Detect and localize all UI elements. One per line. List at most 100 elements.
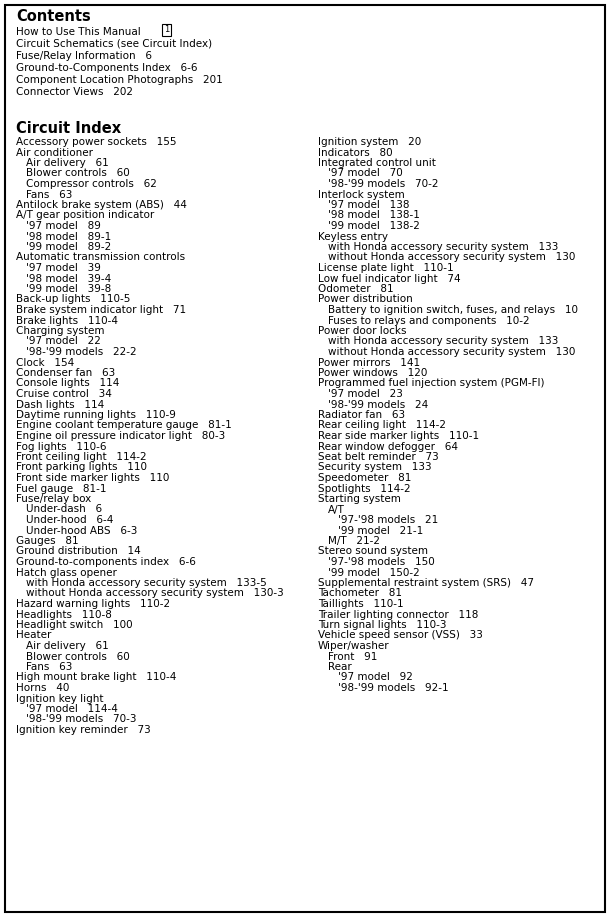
Text: Engine oil pressure indicator light   80-3: Engine oil pressure indicator light 80-3 (16, 431, 225, 441)
Text: Security system   133: Security system 133 (318, 462, 432, 472)
Text: Fans   63: Fans 63 (26, 662, 73, 672)
Text: '97 model   114-4: '97 model 114-4 (26, 704, 118, 714)
Text: Ground-to-Components Index   6-6: Ground-to-Components Index 6-6 (16, 63, 198, 73)
Text: Rear window defogger   64: Rear window defogger 64 (318, 441, 458, 451)
Text: '98-'99 models   22-2: '98-'99 models 22-2 (26, 347, 137, 357)
Text: Front ceiling light   114-2: Front ceiling light 114-2 (16, 452, 146, 462)
Text: Heater: Heater (16, 631, 51, 640)
Text: '98 model   89-1: '98 model 89-1 (26, 231, 111, 241)
Text: Hazard warning lights   110-2: Hazard warning lights 110-2 (16, 599, 170, 609)
Text: '97 model   70: '97 model 70 (328, 169, 403, 179)
Text: Dash lights   114: Dash lights 114 (16, 400, 104, 410)
Text: Power windows   120: Power windows 120 (318, 368, 428, 378)
Text: 1: 1 (164, 26, 169, 35)
Text: Horns   40: Horns 40 (16, 683, 70, 693)
Text: Fuse/relay box: Fuse/relay box (16, 494, 92, 504)
Text: M/T   21-2: M/T 21-2 (328, 536, 380, 546)
Text: '97 model   39: '97 model 39 (26, 263, 101, 273)
Text: Front parking lights   110: Front parking lights 110 (16, 462, 147, 472)
Text: Headlight switch   100: Headlight switch 100 (16, 620, 132, 630)
Text: A/T gear position indicator: A/T gear position indicator (16, 211, 154, 220)
Text: Under-hood   6-4: Under-hood 6-4 (26, 515, 113, 525)
Text: Fog lights   110-6: Fog lights 110-6 (16, 441, 107, 451)
Text: Stereo sound system: Stereo sound system (318, 547, 428, 557)
Text: Front side marker lights   110: Front side marker lights 110 (16, 473, 170, 483)
Text: '97-'98 models   21: '97-'98 models 21 (338, 515, 438, 525)
Text: '99 model   21-1: '99 model 21-1 (338, 525, 423, 536)
Text: Gauges   81: Gauges 81 (16, 536, 79, 546)
Text: Low fuel indicator light   74: Low fuel indicator light 74 (318, 273, 461, 283)
Text: '97 model   92: '97 model 92 (338, 672, 413, 682)
Text: with Honda accessory security system   133: with Honda accessory security system 133 (328, 242, 558, 252)
Text: Seat belt reminder   73: Seat belt reminder 73 (318, 452, 439, 462)
Text: '97 model   22: '97 model 22 (26, 337, 101, 347)
Text: Air conditioner: Air conditioner (16, 148, 93, 158)
Text: Programmed fuel injection system (PGM-FI): Programmed fuel injection system (PGM-FI… (318, 379, 545, 389)
Text: Back-up lights   110-5: Back-up lights 110-5 (16, 294, 131, 304)
Text: Headlights   110-8: Headlights 110-8 (16, 610, 112, 620)
Text: A/T: A/T (328, 504, 345, 514)
Text: Blower controls   60: Blower controls 60 (26, 651, 130, 661)
Text: '98-'99 models   92-1: '98-'99 models 92-1 (338, 683, 448, 693)
Text: Spotlights   114-2: Spotlights 114-2 (318, 483, 411, 493)
Text: Power door locks: Power door locks (318, 326, 406, 336)
Text: '98-'99 models   70-3: '98-'99 models 70-3 (26, 714, 137, 724)
Text: Keyless entry: Keyless entry (318, 231, 388, 241)
Text: Air delivery   61: Air delivery 61 (26, 641, 109, 651)
Text: Ignition system   20: Ignition system 20 (318, 137, 422, 147)
Text: Rear side marker lights   110-1: Rear side marker lights 110-1 (318, 431, 479, 441)
Text: '99 model   150-2: '99 model 150-2 (328, 568, 420, 578)
Text: '97 model   23: '97 model 23 (328, 389, 403, 399)
Text: Under-dash   6: Under-dash 6 (26, 504, 102, 514)
Text: '98 model   39-4: '98 model 39-4 (26, 273, 111, 283)
Text: Fans   63: Fans 63 (26, 190, 73, 200)
Text: '97 model   138: '97 model 138 (328, 200, 409, 210)
Text: Power distribution: Power distribution (318, 294, 413, 304)
Text: Vehicle speed sensor (VSS)   33: Vehicle speed sensor (VSS) 33 (318, 631, 483, 640)
Text: '99 model   138-2: '99 model 138-2 (328, 221, 420, 231)
Text: '97 model   89: '97 model 89 (26, 221, 101, 231)
Text: Power mirrors   141: Power mirrors 141 (318, 358, 420, 368)
Text: without Honda accessory security system   130: without Honda accessory security system … (328, 252, 575, 262)
Text: Blower controls   60: Blower controls 60 (26, 169, 130, 179)
Text: Rear ceiling light   114-2: Rear ceiling light 114-2 (318, 421, 446, 430)
Text: Compressor controls   62: Compressor controls 62 (26, 179, 157, 189)
Text: '99 model   89-2: '99 model 89-2 (26, 242, 111, 252)
Text: Turn signal lights   110-3: Turn signal lights 110-3 (318, 620, 447, 630)
Text: Circuit Index: Circuit Index (16, 121, 121, 136)
Text: Hatch glass opener: Hatch glass opener (16, 568, 117, 578)
Text: How to Use This Manual: How to Use This Manual (16, 27, 141, 37)
Text: Charging system: Charging system (16, 326, 104, 336)
Text: Speedometer   81: Speedometer 81 (318, 473, 411, 483)
Text: Under-hood ABS   6-3: Under-hood ABS 6-3 (26, 525, 137, 536)
Text: Engine coolant temperature gauge   81-1: Engine coolant temperature gauge 81-1 (16, 421, 232, 430)
Text: Starting system: Starting system (318, 494, 401, 504)
Text: without Honda accessory security system   130-3: without Honda accessory security system … (26, 589, 284, 599)
Text: Front   91: Front 91 (328, 651, 378, 661)
Text: Rear: Rear (328, 662, 352, 672)
Text: Component Location Photographs   201: Component Location Photographs 201 (16, 75, 223, 85)
Text: Wiper/washer: Wiper/washer (318, 641, 390, 651)
Text: Automatic transmission controls: Automatic transmission controls (16, 252, 185, 262)
Text: '97-'98 models   150: '97-'98 models 150 (328, 557, 435, 567)
Text: '98-'99 models   24: '98-'99 models 24 (328, 400, 428, 410)
Text: '99 model   39-8: '99 model 39-8 (26, 284, 111, 294)
Text: Ground-to-components index   6-6: Ground-to-components index 6-6 (16, 557, 196, 567)
Text: Trailer lighting connector   118: Trailer lighting connector 118 (318, 610, 478, 620)
Text: '98-'99 models   70-2: '98-'99 models 70-2 (328, 179, 439, 189)
Text: Indicators   80: Indicators 80 (318, 148, 393, 158)
Text: Condenser fan   63: Condenser fan 63 (16, 368, 115, 378)
Text: Brake lights   110-4: Brake lights 110-4 (16, 315, 118, 326)
Text: Connector Views   202: Connector Views 202 (16, 87, 133, 97)
Text: Cruise control   34: Cruise control 34 (16, 389, 112, 399)
Text: with Honda accessory security system   133-5: with Honda accessory security system 133… (26, 578, 267, 588)
Text: Brake system indicator light   71: Brake system indicator light 71 (16, 305, 186, 315)
Text: Contents: Contents (16, 9, 91, 24)
Text: Fuel gauge   81-1: Fuel gauge 81-1 (16, 483, 107, 493)
Text: Supplemental restraint system (SRS)   47: Supplemental restraint system (SRS) 47 (318, 578, 534, 588)
Text: Tachometer   81: Tachometer 81 (318, 589, 402, 599)
Text: Clock   154: Clock 154 (16, 358, 74, 368)
Text: Accessory power sockets   155: Accessory power sockets 155 (16, 137, 176, 147)
Text: with Honda accessory security system   133: with Honda accessory security system 133 (328, 337, 558, 347)
Text: Integrated control unit: Integrated control unit (318, 158, 436, 168)
